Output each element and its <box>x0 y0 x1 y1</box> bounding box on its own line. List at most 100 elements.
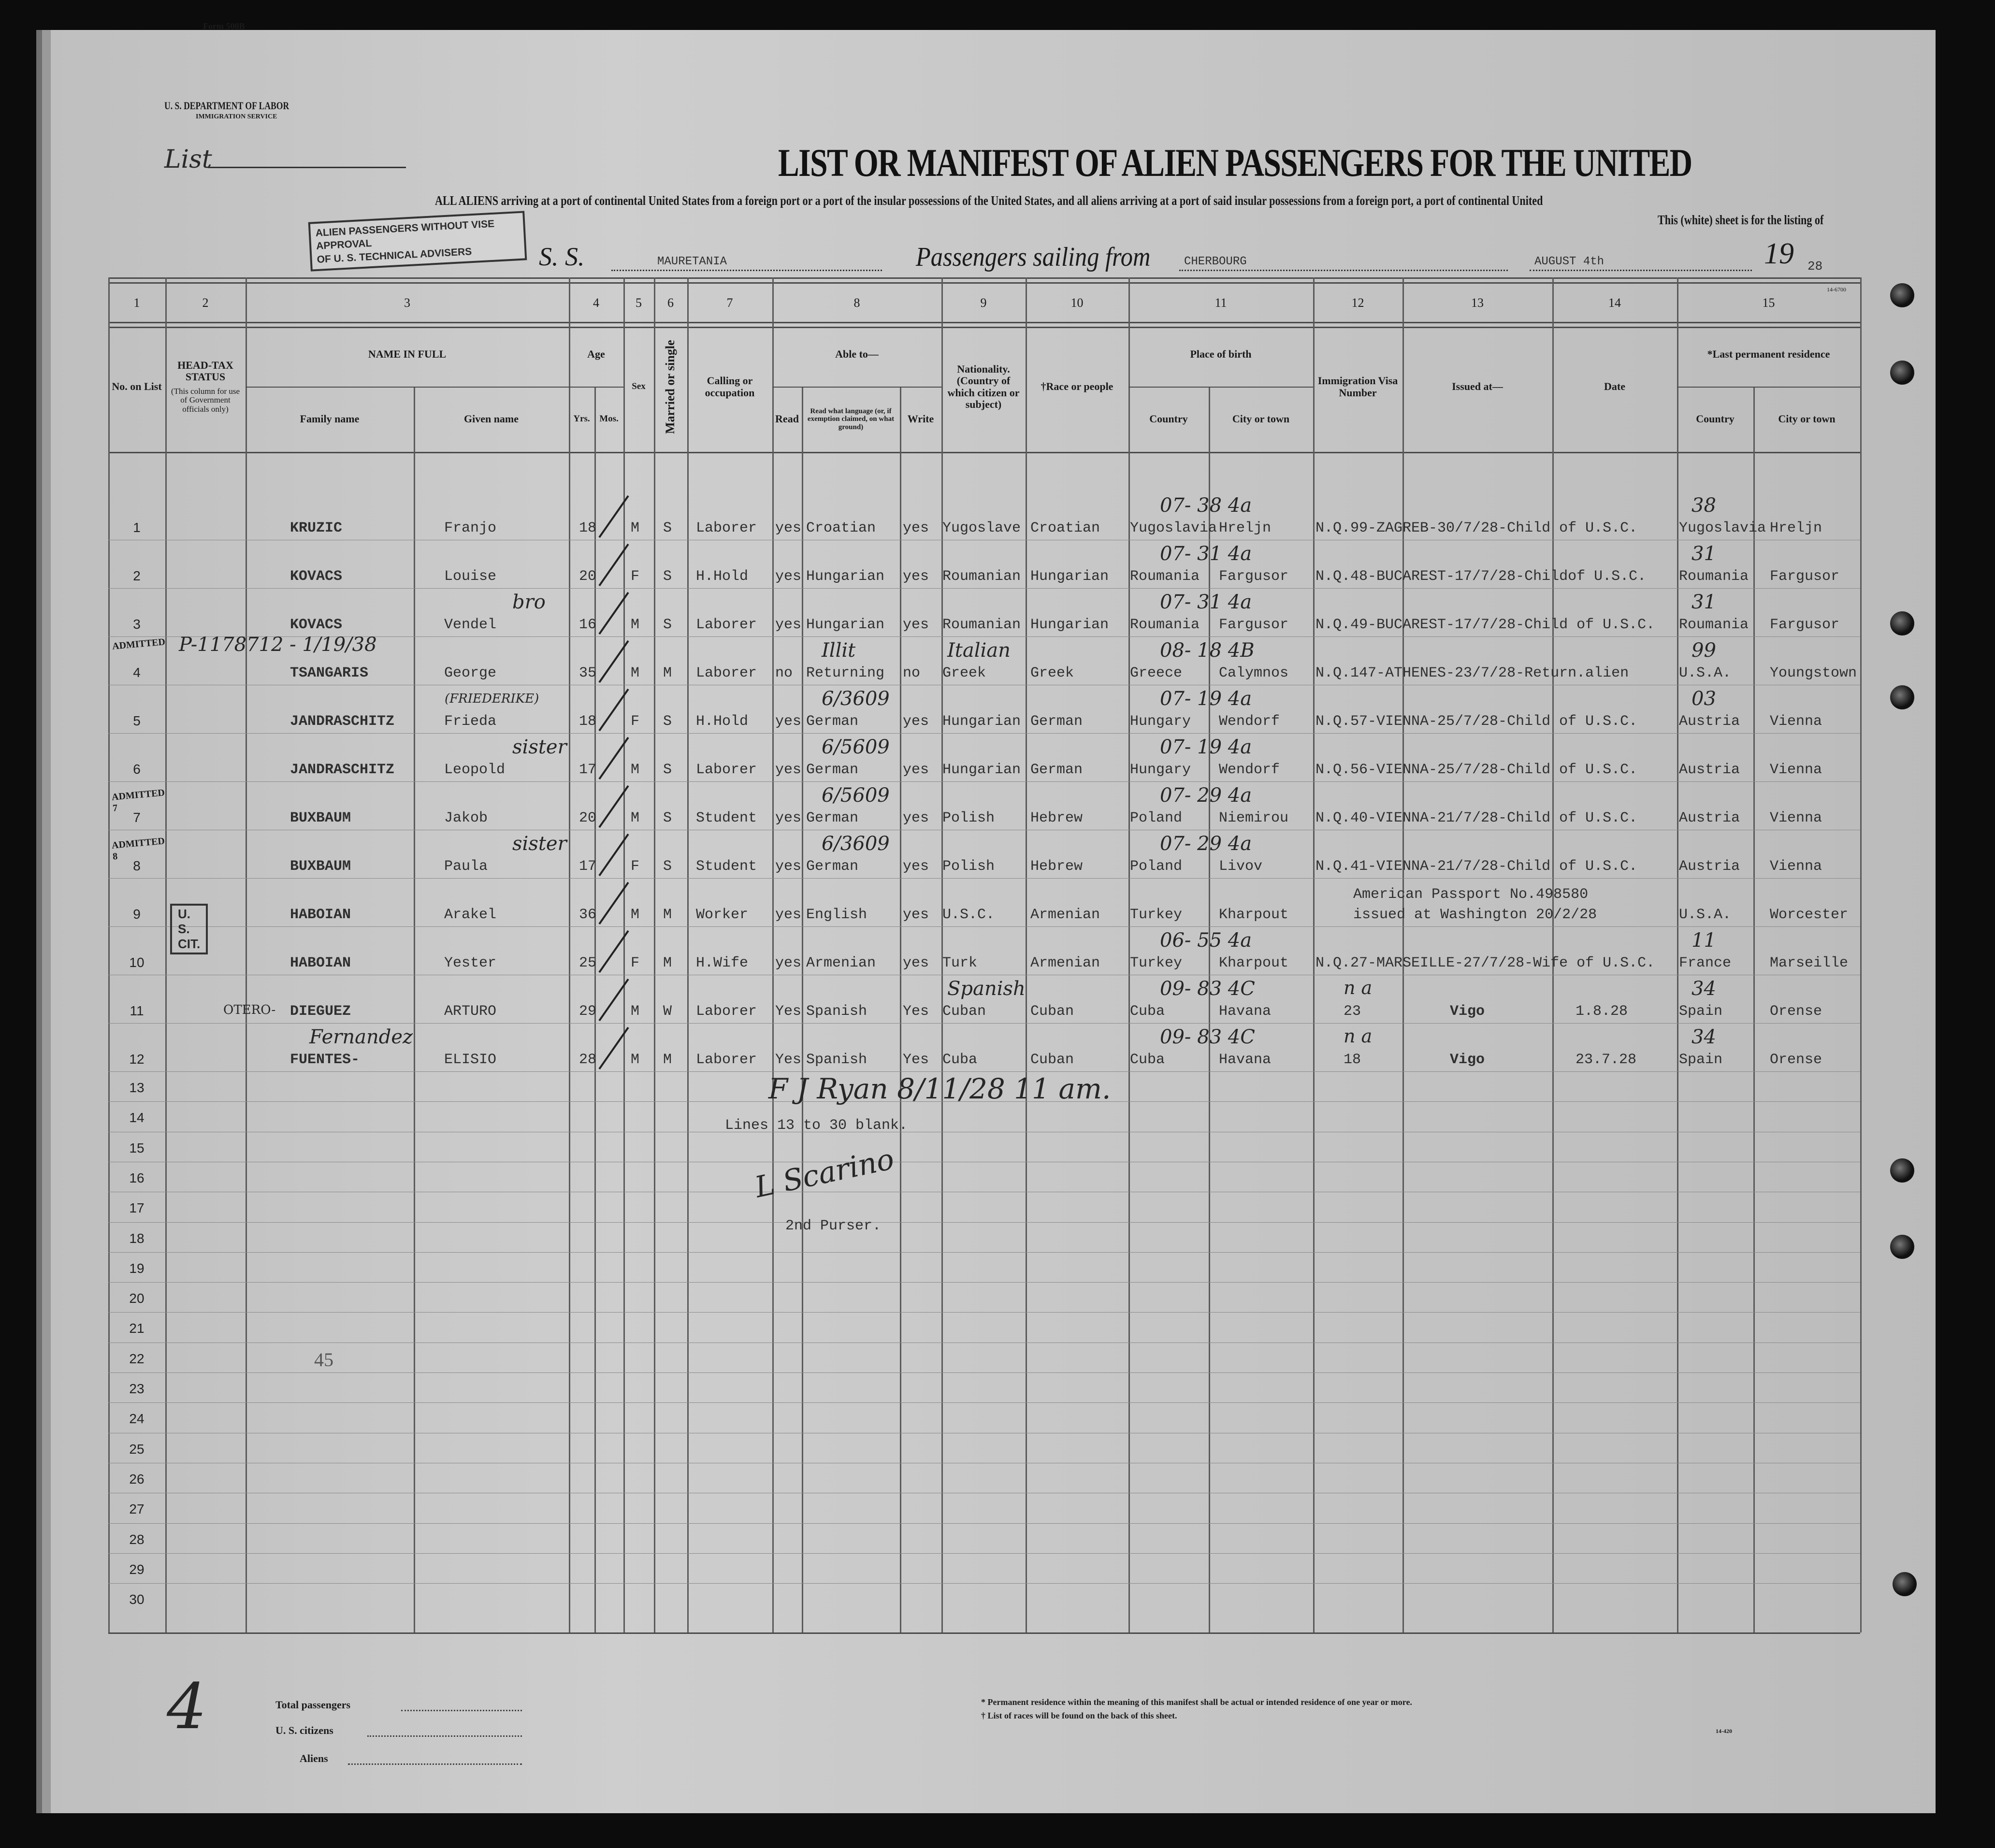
head-tax-header: HEAD-TAX STATUS (This column for use of G… <box>167 322 244 452</box>
res-city-cell: Vienna <box>1770 810 1822 826</box>
nationality-cell: Hungarian <box>942 713 1021 730</box>
column-number: 2 <box>202 295 209 310</box>
row-rule <box>108 1583 1860 1584</box>
residence-city-header: City or town <box>1755 387 1858 452</box>
marital-cell: M <box>663 665 672 681</box>
column-number: 11 <box>1214 295 1227 310</box>
given-cell: Leopold <box>444 762 506 778</box>
family-cell: HABOIAN <box>290 955 351 971</box>
res-city-cell: Hreljn <box>1770 520 1822 536</box>
aliens-label: Aliens <box>300 1752 328 1764</box>
birth-code-note: 06- 55 4a <box>1160 929 1252 952</box>
nationality-cell: Roumanian <box>942 568 1021 585</box>
ss-label: S. S. <box>539 242 585 271</box>
column-rule <box>941 277 943 1632</box>
yrs-header-text: Yrs. <box>573 414 590 424</box>
column-rule <box>569 277 570 1632</box>
marital-cell: S <box>663 810 672 826</box>
age-cell: 25 <box>579 955 597 971</box>
column-rule <box>802 387 803 1632</box>
given-name-header: Given name <box>416 387 567 452</box>
age-header: Age <box>571 322 622 387</box>
binder-hole <box>1890 611 1914 635</box>
birth-country-cell: Poland <box>1130 858 1183 875</box>
race-header-text: †Race or people <box>1041 380 1113 393</box>
service-label: IMMIGRATION SERVICE <box>196 113 277 120</box>
column-rule <box>1402 277 1404 1632</box>
family-name-header-text: Family name <box>300 413 360 425</box>
column-rule <box>1128 277 1130 1632</box>
column-number: 1 <box>133 295 140 310</box>
row-rule <box>108 636 1860 637</box>
given-name-header-text: Given name <box>463 413 519 425</box>
binder-hole <box>1890 283 1914 307</box>
us-citizens-label: U. S. citizens <box>275 1724 333 1736</box>
visa-note: n a <box>1344 977 1373 998</box>
write-cell: yes <box>903 858 929 875</box>
column-rule <box>1313 277 1315 1632</box>
column-number: 12 <box>1351 295 1364 310</box>
visa-number-cell: 23 <box>1344 1003 1361 1020</box>
ship-name: MAURETANIA <box>657 255 727 268</box>
read-header: Read <box>774 387 800 452</box>
name-header-text: NAME IN FULL <box>368 347 447 360</box>
res-city-cell: Vienna <box>1770 762 1822 778</box>
table-rule <box>108 1632 1860 1634</box>
birth-code-note: 07- 31 4a <box>1160 543 1252 565</box>
row-rule <box>108 1282 1860 1283</box>
column-rule <box>246 277 247 1632</box>
res-country-cell: Roumania <box>1679 617 1749 633</box>
lede-line-2: This (white) sheet is for the listing of <box>1658 213 1824 227</box>
race-cell: Cuban <box>1030 1003 1074 1020</box>
visa-cell: N.Q.27-MARSEILLE-27/7/28-Wife of U.S.C. <box>1316 955 1655 971</box>
race-cell: Cuban <box>1030 1052 1074 1068</box>
visa-cell-line-2: issued at Washington 20/2/28 <box>1353 907 1597 923</box>
able-to-header-text: Able to— <box>835 347 879 360</box>
row-number: 23 <box>129 1381 145 1396</box>
sex-header-text: Sex <box>632 381 646 392</box>
row-rule <box>108 781 1860 782</box>
read-cell: no <box>775 665 793 681</box>
group-rule <box>772 387 941 388</box>
read-cell: yes <box>775 520 802 536</box>
language-note: Illit <box>822 639 856 662</box>
visa-cell: N.Q.99-ZAGREB-30/7/28-Child of U.S.C. <box>1316 520 1638 536</box>
birth-city-cell: Havana <box>1219 1052 1272 1068</box>
us-citizens-line <box>367 1735 522 1737</box>
marital-cell: S <box>663 858 672 875</box>
language-cell: Hungarian <box>806 568 885 585</box>
nationality-cell: Hungarian <box>942 762 1021 778</box>
residence-code-note: 31 <box>1691 543 1716 565</box>
table-rule <box>108 322 1860 323</box>
sex-cell: F <box>631 858 640 875</box>
birth-code-note: 09- 83 4C <box>1160 978 1255 1000</box>
race-cell: Croatian <box>1030 520 1100 536</box>
port-name: CHERBOURG <box>1184 255 1247 268</box>
nationality-cell: Polish <box>942 810 995 826</box>
sex-header: Sex <box>625 322 652 452</box>
birth-country-header: Country <box>1130 387 1207 452</box>
row-number: 19 <box>129 1261 145 1276</box>
residence-code-note: 34 <box>1691 1026 1716 1048</box>
column-rule <box>1860 277 1862 1632</box>
given-cell: Frieda <box>444 713 497 730</box>
birth-country-cell: Yugoslavia <box>1130 520 1217 536</box>
res-city-cell: Youngstown <box>1770 665 1857 681</box>
table-rule <box>108 452 1860 453</box>
issued-at-cell: Vigo <box>1450 1052 1485 1068</box>
row-rule <box>108 878 1860 879</box>
purser-title: 2nd Purser. <box>785 1218 882 1234</box>
row-number: 10 <box>129 955 145 970</box>
visa-cell: N.Q.49-BUCAREST-17/7/28-Child of U.S.C. <box>1316 617 1655 633</box>
language-cell: German <box>806 762 859 778</box>
issued-at-header-text: Issued at— <box>1452 380 1503 393</box>
race-cell: Hungarian <box>1030 568 1109 585</box>
res-city-cell: Marseille <box>1770 955 1849 971</box>
total-passengers-label: Total passengers <box>275 1699 351 1711</box>
nationality-note: Italian <box>947 639 1011 662</box>
lede-line-1: ALL ALIENS arriving at a port of contine… <box>435 193 1543 208</box>
occupation-cell: Worker <box>696 907 749 923</box>
date-header-text: Date <box>1604 380 1625 393</box>
age-cell: 36 <box>579 907 597 923</box>
